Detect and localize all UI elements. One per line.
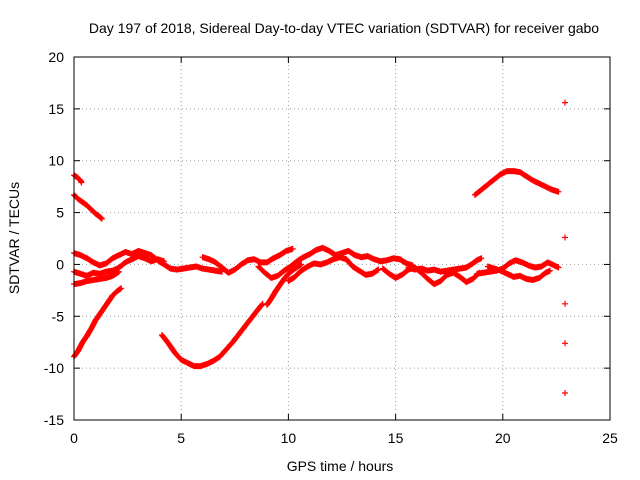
data-marker-path <box>199 245 296 276</box>
data-marker-path <box>484 263 553 283</box>
x-tick-label: 5 <box>177 430 185 446</box>
tick-labels: 0 5 10 15 20 25 -15 -10 -5 0 5 10 15 20 <box>44 49 618 446</box>
x-tick-label: 20 <box>495 430 511 446</box>
x-tick-label: 25 <box>602 430 618 446</box>
data-marker-path <box>255 244 416 281</box>
series-arc-o-late <box>484 263 553 283</box>
x-tick-label: 15 <box>388 430 404 446</box>
data-marker-path <box>562 99 568 396</box>
y-tick-label: -5 <box>52 308 65 324</box>
y-tick-label: -10 <box>44 360 64 376</box>
series-arc-h-rising-to-zero <box>264 261 305 308</box>
series-arc-p-late-high <box>471 168 562 198</box>
series-arc-m-near-zero <box>405 255 485 275</box>
x-axis-title: GPS time / hours <box>287 458 394 474</box>
y-tick-label: 5 <box>56 205 64 221</box>
y-tick-label: 15 <box>48 101 64 117</box>
series-isolated-points <box>562 99 568 396</box>
x-tick-label: 10 <box>281 430 297 446</box>
data-marker-path <box>405 255 485 275</box>
data-marker-path <box>158 300 266 370</box>
y-tick-label: -15 <box>44 412 64 428</box>
chart-title: Day 197 of 2018, Sidereal Day-to-day VTE… <box>89 20 599 36</box>
data-marker-path <box>264 261 305 308</box>
y-axis-title: SDTVAR / TECUs <box>6 182 22 294</box>
x-tick-label: 0 <box>70 430 78 446</box>
series-arc-g-dip <box>158 300 266 370</box>
y-tick-label: 0 <box>56 256 64 272</box>
data-marker-path <box>471 168 562 198</box>
grid-lines <box>74 57 610 420</box>
series-arc-j-mid <box>255 244 416 281</box>
plot-area <box>71 99 568 396</box>
plot-frame <box>73 56 611 421</box>
y-tick-label: 10 <box>48 153 64 169</box>
series-arc-k-mid <box>285 254 382 284</box>
series-arc-i-mid <box>199 245 296 276</box>
data-marker-path <box>285 254 382 284</box>
y-tick-label: 20 <box>48 49 64 65</box>
